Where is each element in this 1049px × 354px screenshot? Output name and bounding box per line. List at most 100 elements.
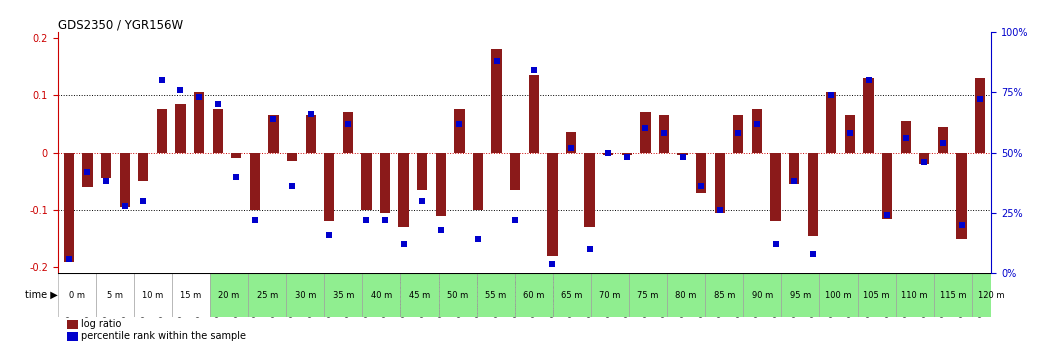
Text: 115 m: 115 m xyxy=(940,291,966,299)
Text: 5 m: 5 m xyxy=(107,291,123,299)
Bar xyxy=(808,153,818,236)
Bar xyxy=(82,153,92,187)
Point xyxy=(526,68,542,73)
Bar xyxy=(515,273,553,317)
Bar xyxy=(770,153,780,222)
Bar xyxy=(714,153,725,213)
Point xyxy=(656,130,672,136)
Bar xyxy=(697,153,706,193)
Text: 120 m: 120 m xyxy=(978,291,1004,299)
Point xyxy=(581,246,598,252)
Bar xyxy=(305,115,316,153)
Bar xyxy=(640,112,650,153)
Text: 30 m: 30 m xyxy=(295,291,316,299)
Point xyxy=(79,169,95,175)
Bar xyxy=(287,153,297,161)
Text: 75 m: 75 m xyxy=(638,291,659,299)
Bar xyxy=(362,273,401,317)
Point xyxy=(302,111,319,117)
Point xyxy=(675,154,691,160)
Point xyxy=(451,121,468,126)
Bar xyxy=(975,78,985,153)
Point xyxy=(935,140,951,146)
Point xyxy=(897,135,914,141)
Text: 15 m: 15 m xyxy=(180,291,201,299)
Bar xyxy=(827,92,836,153)
Bar xyxy=(863,78,874,153)
Point xyxy=(488,58,505,64)
Bar xyxy=(957,153,967,239)
Bar xyxy=(744,273,782,317)
Bar xyxy=(896,273,934,317)
Bar xyxy=(64,153,74,262)
Bar xyxy=(844,115,855,153)
Bar xyxy=(134,273,172,317)
Point xyxy=(340,121,357,126)
Bar xyxy=(629,273,667,317)
Point xyxy=(283,183,300,189)
Bar xyxy=(548,153,557,256)
Point xyxy=(860,77,877,83)
Text: 0 m: 0 m xyxy=(69,291,85,299)
Point xyxy=(971,97,988,102)
Point xyxy=(619,154,636,160)
Text: 90 m: 90 m xyxy=(752,291,773,299)
Bar xyxy=(705,273,744,317)
Point xyxy=(692,183,709,189)
Bar xyxy=(667,273,705,317)
Bar xyxy=(213,109,222,153)
Text: time ▶: time ▶ xyxy=(24,290,58,300)
Point xyxy=(954,222,970,228)
Point xyxy=(377,217,393,223)
Point xyxy=(432,227,449,233)
Point xyxy=(358,217,374,223)
Point xyxy=(209,102,226,107)
Bar xyxy=(919,153,929,164)
Bar xyxy=(435,153,446,216)
Bar xyxy=(67,320,79,329)
Point xyxy=(247,217,263,223)
Bar xyxy=(819,273,857,317)
Point xyxy=(507,217,523,223)
Text: 100 m: 100 m xyxy=(826,291,852,299)
Bar xyxy=(138,153,148,181)
Point xyxy=(98,179,114,184)
Bar xyxy=(678,153,688,155)
Bar xyxy=(101,153,111,178)
Text: 10 m: 10 m xyxy=(143,291,164,299)
Text: percentile rank within the sample: percentile rank within the sample xyxy=(81,331,247,341)
Bar xyxy=(529,75,539,153)
Point xyxy=(786,179,802,184)
Bar xyxy=(565,132,576,153)
Bar xyxy=(789,153,799,184)
Text: 35 m: 35 m xyxy=(333,291,355,299)
Bar xyxy=(194,92,205,153)
Bar xyxy=(67,332,79,341)
Point xyxy=(711,207,728,213)
Text: 20 m: 20 m xyxy=(218,291,240,299)
Point xyxy=(228,174,244,179)
Point xyxy=(395,241,412,247)
Bar xyxy=(438,273,476,317)
Bar xyxy=(934,273,971,317)
Text: 70 m: 70 m xyxy=(599,291,621,299)
Text: 50 m: 50 m xyxy=(447,291,468,299)
Bar xyxy=(286,273,324,317)
Bar xyxy=(231,153,241,158)
Point xyxy=(749,121,766,126)
Bar xyxy=(857,273,896,317)
Point xyxy=(191,94,208,100)
Point xyxy=(321,232,338,238)
Bar xyxy=(95,273,134,317)
Bar xyxy=(172,273,210,317)
Text: 110 m: 110 m xyxy=(901,291,928,299)
Text: 95 m: 95 m xyxy=(790,291,811,299)
Bar xyxy=(120,153,130,207)
Bar xyxy=(156,109,167,153)
Text: 65 m: 65 m xyxy=(561,291,582,299)
Bar xyxy=(473,153,484,210)
Point xyxy=(544,261,561,266)
Point xyxy=(265,116,282,121)
Text: 80 m: 80 m xyxy=(676,291,697,299)
Bar xyxy=(175,104,186,153)
